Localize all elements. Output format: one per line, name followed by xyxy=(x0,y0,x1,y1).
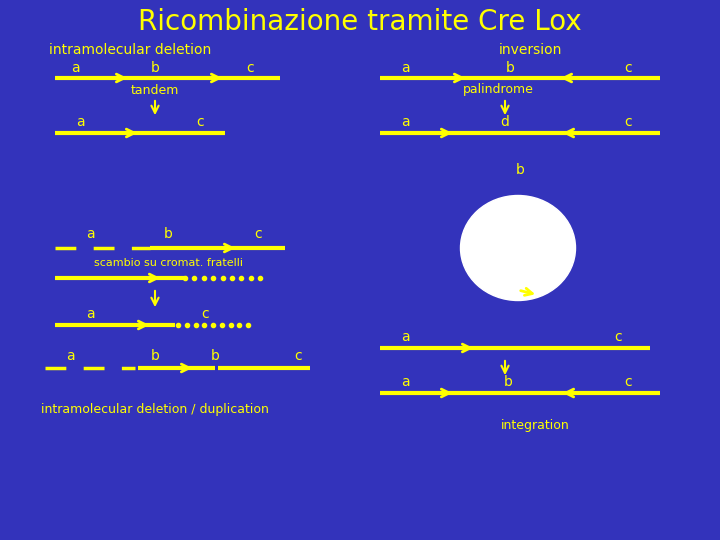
Text: intramolecular deletion: intramolecular deletion xyxy=(49,43,211,57)
Text: a: a xyxy=(76,115,84,129)
Text: c: c xyxy=(254,227,262,241)
Text: a: a xyxy=(401,115,409,129)
Text: a: a xyxy=(401,61,409,75)
Text: integration: integration xyxy=(500,418,570,431)
Text: b: b xyxy=(150,349,159,363)
Text: palindrome: palindrome xyxy=(462,84,534,97)
Text: a: a xyxy=(401,375,409,389)
Text: inversion: inversion xyxy=(498,43,562,57)
Text: d: d xyxy=(500,115,510,129)
Text: c: c xyxy=(624,115,632,129)
Text: b: b xyxy=(505,61,514,75)
Text: a: a xyxy=(71,61,79,75)
Text: a: a xyxy=(66,349,74,363)
Text: b: b xyxy=(163,227,172,241)
Text: intramolecular deletion / duplication: intramolecular deletion / duplication xyxy=(41,403,269,416)
Text: c: c xyxy=(196,115,204,129)
Text: c: c xyxy=(624,375,632,389)
Text: c: c xyxy=(294,349,302,363)
Text: c: c xyxy=(614,330,622,344)
Ellipse shape xyxy=(461,195,575,300)
Text: b: b xyxy=(503,375,513,389)
Text: a: a xyxy=(401,330,409,344)
Text: scambio su cromat. fratelli: scambio su cromat. fratelli xyxy=(94,258,243,268)
Text: c: c xyxy=(246,61,254,75)
Text: c: c xyxy=(201,307,209,321)
Text: tandem: tandem xyxy=(131,84,179,97)
Text: a: a xyxy=(86,227,94,241)
Text: Ricombinazione tramite Cre Lox: Ricombinazione tramite Cre Lox xyxy=(138,8,582,36)
Text: a: a xyxy=(86,307,94,321)
Text: c: c xyxy=(624,61,632,75)
Text: b: b xyxy=(150,61,159,75)
Text: b: b xyxy=(516,163,524,177)
Text: b: b xyxy=(210,349,220,363)
